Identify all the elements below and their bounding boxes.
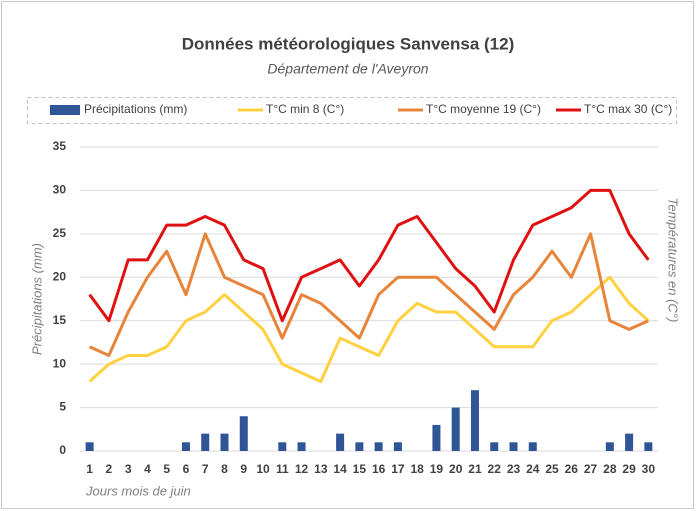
y-tick-label: 25 xyxy=(53,226,67,240)
x-tick-label: 4 xyxy=(144,462,151,476)
x-tick-label: 17 xyxy=(391,462,405,476)
x-tick-label: 19 xyxy=(430,462,444,476)
bar xyxy=(278,442,287,451)
bar xyxy=(239,416,248,451)
legend-box xyxy=(27,97,677,124)
bar xyxy=(625,433,634,451)
bar xyxy=(509,442,518,451)
x-tick-label: 29 xyxy=(622,462,636,476)
chart-title: Données météorologiques Sanvensa (12) xyxy=(182,34,515,53)
y-tick-label: 0 xyxy=(59,443,66,457)
bar xyxy=(432,424,441,451)
x-tick-label: 22 xyxy=(488,462,502,476)
legend-label: Précipitations (mm) xyxy=(84,102,187,116)
bar xyxy=(374,442,383,451)
x-tick-label: 30 xyxy=(642,462,656,476)
line-series xyxy=(89,232,649,357)
bar xyxy=(85,442,94,451)
bar xyxy=(181,442,190,451)
bar xyxy=(220,433,229,451)
x-tick-label: 21 xyxy=(468,462,482,476)
x-tick-label: 5 xyxy=(163,462,170,476)
x-tick-label: 24 xyxy=(526,462,540,476)
x-tick-label: 20 xyxy=(449,462,463,476)
x-tick-label: 14 xyxy=(333,462,347,476)
bar xyxy=(490,442,499,451)
x-tick-label: 2 xyxy=(106,462,113,476)
bar xyxy=(393,442,402,451)
bar xyxy=(644,442,653,451)
y-tick-label: 5 xyxy=(59,400,66,414)
x-tick-label: 10 xyxy=(256,462,270,476)
y-tick-label: 10 xyxy=(53,356,67,370)
y2-axis-title: Températures en (C°) xyxy=(666,198,681,323)
line-series xyxy=(88,275,650,384)
x-tick-label: 15 xyxy=(353,462,367,476)
x-tick-label: 7 xyxy=(202,462,209,476)
y-tick-label: 15 xyxy=(53,313,67,327)
bar xyxy=(355,442,364,451)
x-tick-label: 27 xyxy=(584,462,598,476)
bar xyxy=(201,433,210,451)
x-tick-label: 1 xyxy=(86,462,93,476)
x-tick-label: 23 xyxy=(507,462,521,476)
bar xyxy=(470,390,479,451)
legend-label: T°C moyenne 19 (C°) xyxy=(426,102,541,116)
x-tick-label: 26 xyxy=(565,462,579,476)
y-tick-label: 20 xyxy=(53,269,67,283)
x-tick-label: 18 xyxy=(410,462,424,476)
bar xyxy=(528,442,537,451)
x-tick-label: 28 xyxy=(603,462,617,476)
x-tick-label: 8 xyxy=(221,462,228,476)
bar xyxy=(297,442,306,451)
x-tick-label: 25 xyxy=(545,462,559,476)
x-tick-label: 3 xyxy=(125,462,132,476)
bar xyxy=(451,407,460,451)
x-tick-label: 9 xyxy=(240,462,247,476)
x-tick-label: 11 xyxy=(276,462,289,476)
x-tick-label: 6 xyxy=(183,462,190,476)
y-axis-title: Précipitations (mm) xyxy=(29,243,44,355)
y-tick-label: 35 xyxy=(53,139,67,153)
bar xyxy=(605,442,614,451)
y-tick-label: 30 xyxy=(53,183,67,197)
legend-swatch xyxy=(50,105,80,115)
x-tick-label: 16 xyxy=(372,462,386,476)
chart-subtitle: Département de l'Aveyron xyxy=(267,61,428,77)
x-tick-label: 13 xyxy=(314,462,328,476)
bar xyxy=(336,433,345,451)
legend-label: T°C min 8 (C°) xyxy=(266,102,344,116)
line-series xyxy=(88,188,650,323)
x-axis-title: Jours mois de juin xyxy=(85,483,191,498)
legend-label: T°C max 30 (C°) xyxy=(584,102,672,116)
x-tick-label: 12 xyxy=(295,462,309,476)
